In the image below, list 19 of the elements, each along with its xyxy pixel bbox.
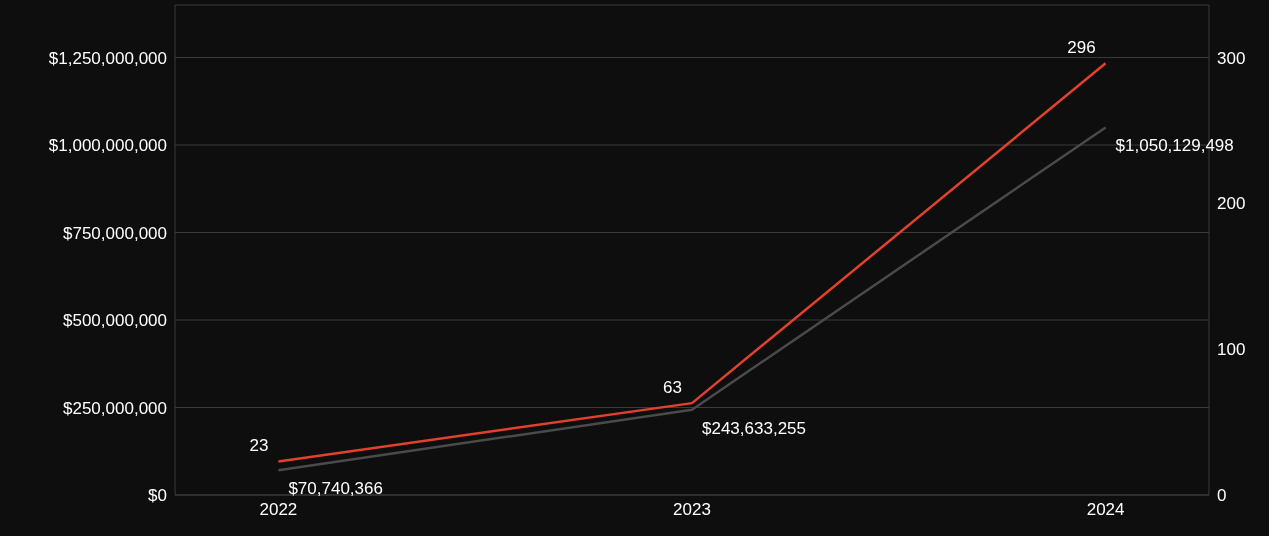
y2-tick-label: 300 bbox=[1217, 48, 1246, 68]
y-tick-label: $750,000,000 bbox=[63, 223, 167, 243]
y-tick-label: $500,000,000 bbox=[63, 311, 167, 331]
data-label: 23 bbox=[249, 436, 269, 456]
y-tick-label: $0 bbox=[148, 486, 167, 506]
data-label: $1,050,129,498 bbox=[1115, 136, 1234, 156]
y2-tick-label: 100 bbox=[1217, 340, 1246, 360]
x-tick-label: 2023 bbox=[673, 500, 711, 520]
y2-tick-label: 200 bbox=[1217, 194, 1246, 214]
data-label: 63 bbox=[663, 378, 682, 398]
data-label: $243,633,255 bbox=[702, 418, 806, 438]
y-tick-label: $250,000,000 bbox=[63, 398, 167, 418]
x-tick-label: 2024 bbox=[1086, 500, 1125, 520]
data-label: 296 bbox=[1067, 38, 1096, 58]
y2-tick-label: 0 bbox=[1217, 486, 1227, 506]
y-tick-label: $1,250,000,000 bbox=[48, 48, 167, 68]
y-tick-label: $1,000,000,000 bbox=[48, 136, 167, 156]
data-label: $70,740,366 bbox=[288, 479, 383, 499]
x-tick-label: 2022 bbox=[259, 500, 298, 520]
